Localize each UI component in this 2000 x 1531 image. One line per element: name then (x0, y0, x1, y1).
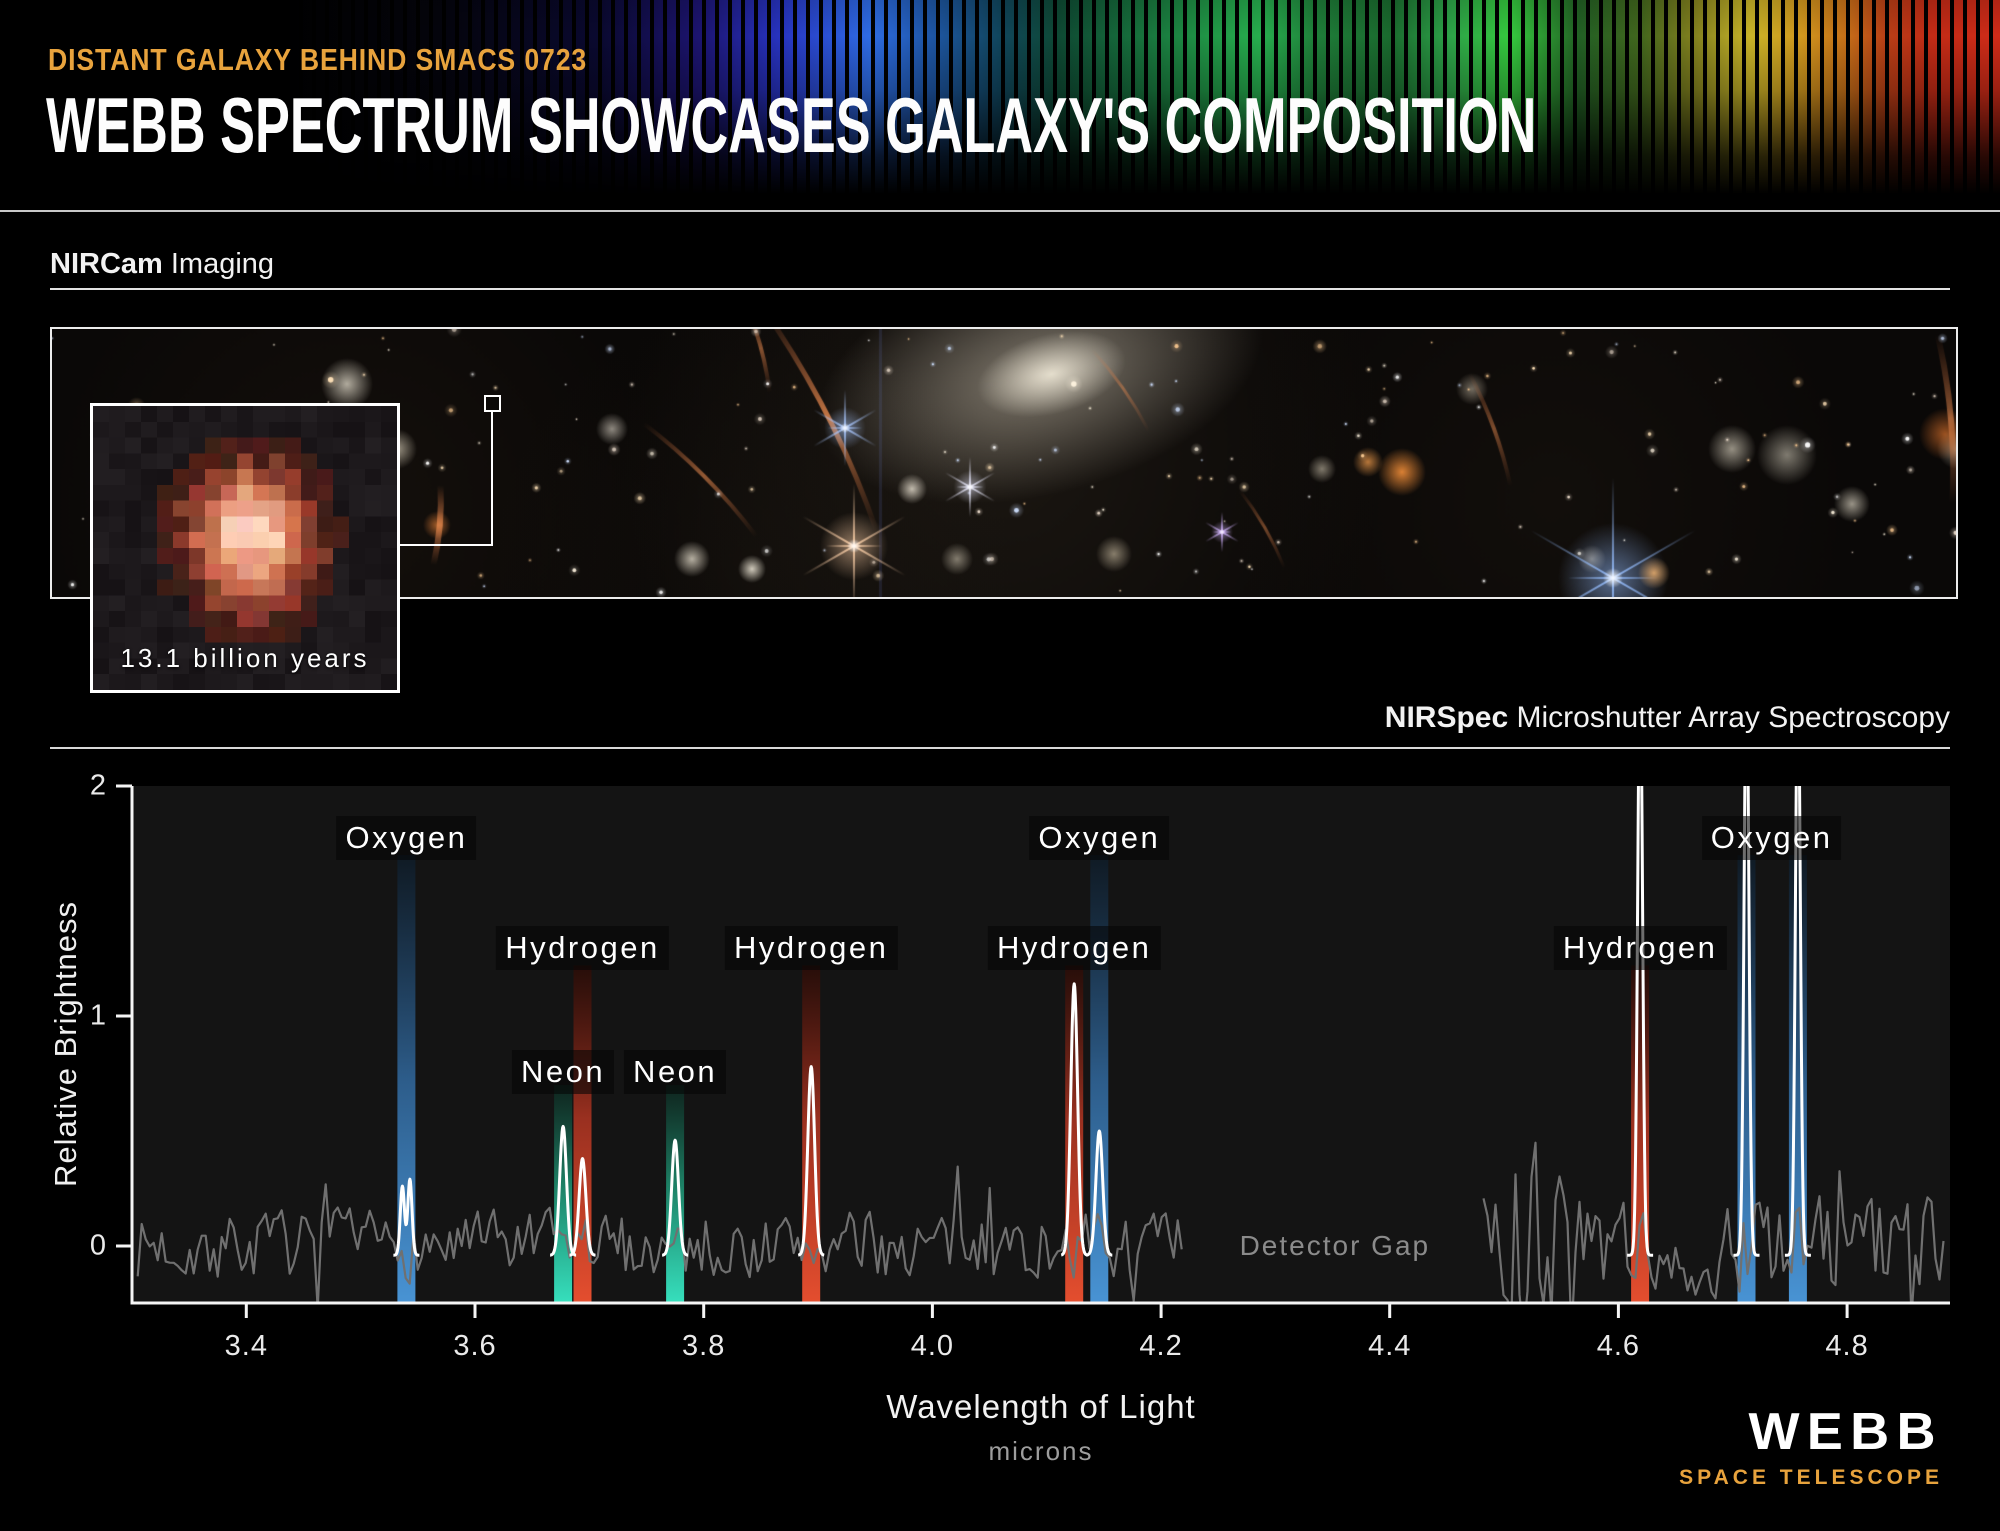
eyebrow-title: DISTANT GALAXY BEHIND SMACS 0723 (48, 42, 588, 77)
band-neon (666, 1085, 685, 1303)
nircam-section-label: NIRCam Imaging (50, 248, 274, 281)
band-hydrogen (1065, 965, 1084, 1303)
pixelated-galaxy-image (93, 406, 397, 690)
webb-logo: WEBB SPACE TELESCOPE (1679, 1406, 1943, 1490)
nirspec-section-label: NIRSpec Microshutter Array Spectroscopy (1385, 701, 1950, 735)
nircam-label-bold: NIRCam (50, 248, 163, 280)
galaxy-age-caption: 13.1 billion years (120, 643, 370, 673)
band-hydrogen (802, 965, 821, 1303)
nircam-rule (50, 288, 1950, 290)
galaxy-location-marker (484, 395, 501, 412)
page-title: WEBB SPECTRUM SHOWCASES GALAXY'S COMPOSI… (46, 81, 1537, 169)
spectral-banner: DISTANT GALAXY BEHIND SMACS 0723 WEBB SP… (0, 0, 2000, 212)
band-neon (554, 1085, 573, 1303)
galaxy-zoom-inset: 13.1 billion years (90, 403, 400, 693)
webb-logo-subtitle: SPACE TELESCOPE (1679, 1466, 1943, 1489)
webb-logo-wordmark: WEBB (1748, 1403, 1943, 1461)
callout-line-vertical (491, 412, 493, 544)
rainbow-stripes-decoration (0, 0, 2000, 200)
banner-divider (0, 210, 2000, 212)
callout-line-horizontal (399, 544, 493, 546)
nirspec-label-bold: NIRSpec (1384, 701, 1509, 734)
nircam-label-rest: Imaging (162, 248, 275, 280)
nirspec-rule (50, 747, 1950, 749)
nirspec-label-rest: Microshutter Array Spectroscopy (1508, 701, 1951, 734)
